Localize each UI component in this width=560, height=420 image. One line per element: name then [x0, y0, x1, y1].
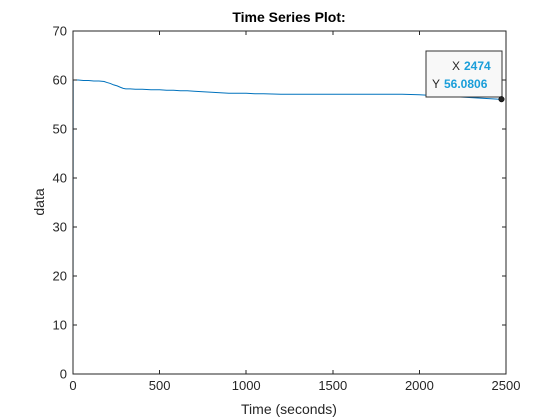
axes-box — [72, 30, 507, 375]
y-tick-label: 60 — [53, 73, 67, 88]
data-tip-box — [425, 50, 503, 98]
x-tick-label: 1000 — [232, 378, 261, 393]
x-axis-label: Time (seconds) — [241, 401, 337, 417]
x-tick-label: 500 — [149, 378, 171, 393]
x-tick-label: 1500 — [318, 378, 347, 393]
y-tick-label: 20 — [53, 269, 67, 284]
y-axis-label: data — [31, 188, 47, 215]
x-tick-label: 0 — [69, 378, 76, 393]
axes-layer — [72, 30, 507, 375]
y-tick-label: 30 — [53, 220, 67, 235]
data-tip-y-label: Y — [432, 77, 440, 91]
data-tip-x-value: 2474 — [464, 59, 491, 73]
chart-title: Time Series Plot: — [232, 9, 345, 25]
data-tip[interactable]: X 2474 Y 56.0806 — [425, 50, 505, 103]
y-tick-label: 10 — [53, 318, 67, 333]
x-tick-label: 2000 — [405, 378, 434, 393]
y-tick-label: 0 — [60, 367, 67, 382]
data-tip-x-label: X — [452, 59, 460, 73]
y-tick-label: 50 — [53, 122, 67, 137]
data-tip-y-value: 56.0806 — [444, 77, 488, 91]
x-tick-layer: 0 500 1000 1500 2000 2500 — [69, 31, 520, 393]
y-tick-label: 40 — [53, 171, 67, 186]
y-tick-layer: 0 10 20 30 40 50 60 70 — [53, 24, 506, 382]
y-tick-label: 70 — [53, 24, 67, 39]
data-tip-marker[interactable] — [498, 96, 505, 103]
x-tick-label: 2500 — [492, 378, 521, 393]
